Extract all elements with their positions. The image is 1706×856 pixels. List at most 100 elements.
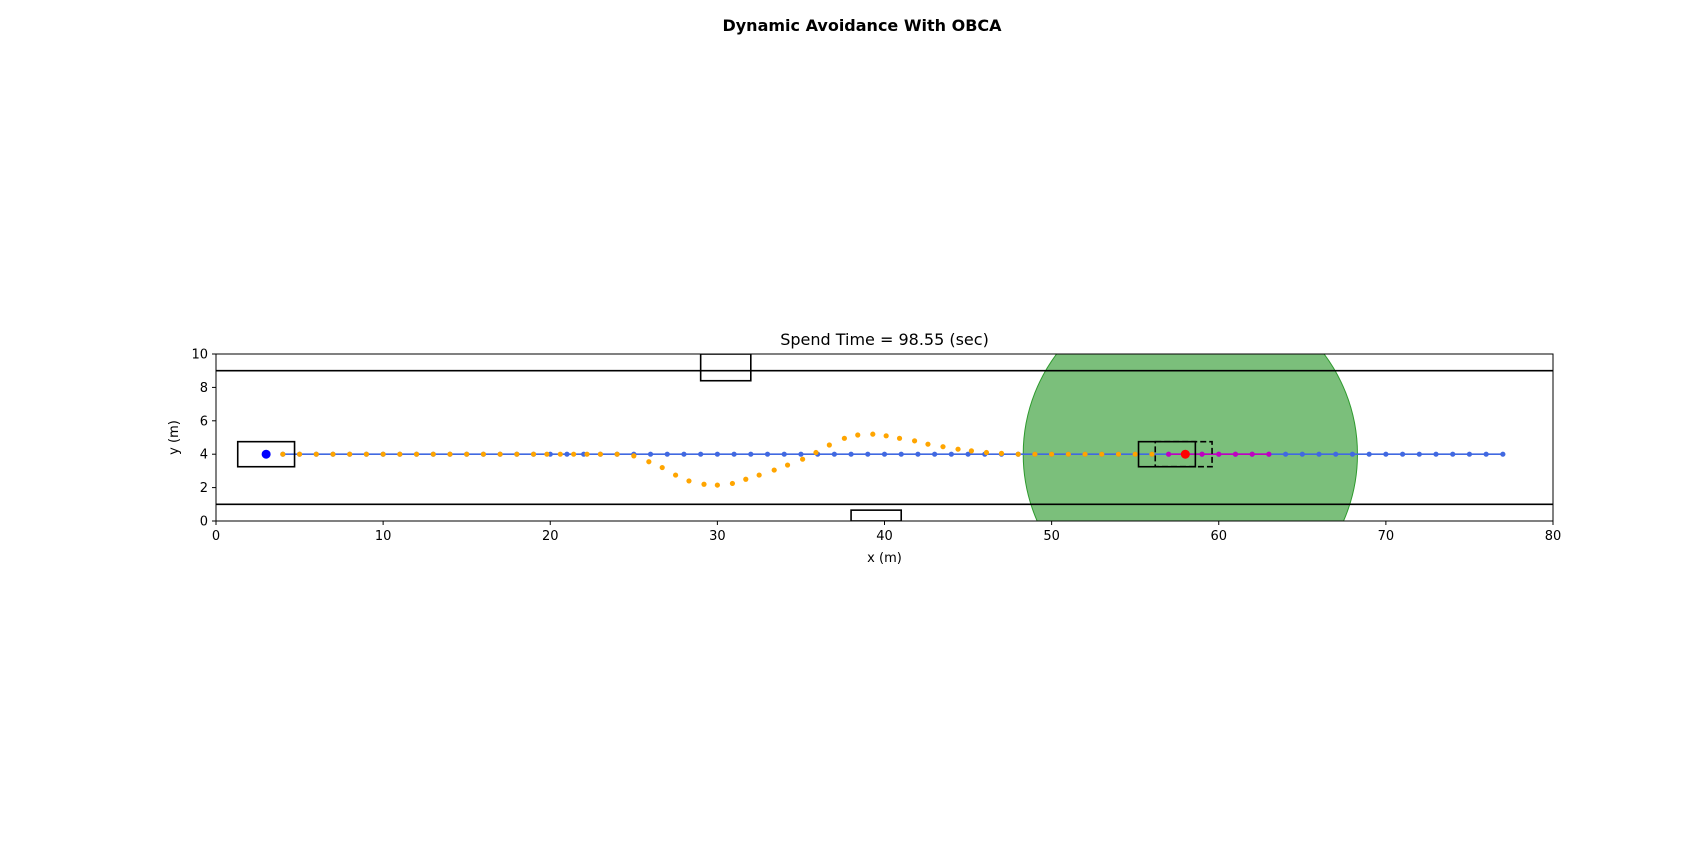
reference-path-point bbox=[865, 451, 871, 457]
avoid-path-point bbox=[940, 444, 946, 450]
avoid-path-point bbox=[896, 435, 903, 441]
ego-point bbox=[1180, 449, 1190, 459]
avoid-path-point bbox=[413, 451, 420, 457]
predicted-horizon-point bbox=[1266, 451, 1272, 457]
avoid-path-point bbox=[1149, 451, 1155, 457]
avoid-path-point bbox=[870, 431, 876, 437]
avoid-path-point bbox=[911, 438, 918, 444]
avoid-path-point bbox=[1065, 451, 1071, 457]
avoid-path-point bbox=[771, 467, 777, 473]
start-vehicle-box bbox=[236, 440, 296, 468]
y-tick-label: 2 bbox=[200, 481, 208, 496]
x-tick-label: 30 bbox=[709, 529, 726, 544]
reference-path-point bbox=[848, 451, 854, 457]
avoid-path-point bbox=[743, 476, 749, 482]
reference-path-point bbox=[1433, 451, 1439, 457]
reference-path-point bbox=[714, 451, 720, 457]
reference-path-point bbox=[647, 451, 654, 457]
predicted-horizon-point bbox=[1216, 451, 1222, 457]
avoid-path-point bbox=[1115, 451, 1122, 457]
avoid-path-point bbox=[464, 451, 470, 457]
x-tick-label: 50 bbox=[1043, 529, 1060, 544]
predicted-vehicle-box bbox=[1154, 440, 1213, 468]
plot-area bbox=[216, 354, 1553, 521]
reference-path-point bbox=[698, 451, 704, 457]
predicted-horizon-point bbox=[1232, 451, 1239, 457]
avoid-path-point bbox=[1032, 451, 1038, 457]
avoid-path-point bbox=[1015, 451, 1021, 457]
x-tick-label: 10 bbox=[375, 529, 392, 544]
reference-path-point bbox=[1316, 451, 1322, 457]
reference-path-point bbox=[1450, 451, 1456, 457]
avoid-path-point bbox=[672, 472, 679, 478]
avoid-path-point bbox=[855, 432, 861, 438]
x-tick-label: 20 bbox=[542, 529, 559, 544]
reference-path-point bbox=[1299, 451, 1305, 457]
avoid-path-point bbox=[430, 451, 436, 457]
static-obstacle-0 bbox=[699, 354, 752, 382]
avoid-path-point bbox=[955, 446, 961, 452]
reference-path-point bbox=[948, 451, 954, 457]
reference-path-point bbox=[1366, 451, 1372, 457]
avoid-path-point bbox=[925, 441, 931, 447]
reference-path-point bbox=[898, 451, 904, 457]
avoid-path-point bbox=[571, 451, 577, 457]
avoid-path-point bbox=[1099, 451, 1105, 457]
avoid-path-point bbox=[701, 481, 707, 487]
avoid-path-point bbox=[631, 453, 637, 459]
axis-ticks: 0 10 20 30 40 50 60 70 80 0 2 4 6 8 10 bbox=[191, 348, 1561, 545]
avoid-path-point bbox=[380, 451, 386, 457]
x-tick-label: 70 bbox=[1378, 529, 1395, 544]
reference-path-point bbox=[1283, 451, 1289, 457]
reference-path-point bbox=[932, 451, 938, 457]
avoid-path-point bbox=[841, 435, 847, 441]
avoid-path-point bbox=[756, 472, 762, 478]
avoid-path-point bbox=[330, 451, 336, 457]
y-tick-label: 6 bbox=[200, 414, 208, 429]
avoid-path-point bbox=[800, 456, 806, 462]
reference-path-point bbox=[1349, 451, 1356, 457]
avoid-path-point bbox=[729, 480, 736, 487]
y-tick-label: 4 bbox=[200, 448, 208, 463]
reference-path-point bbox=[798, 451, 804, 457]
avoid-path-point bbox=[1049, 451, 1055, 457]
x-tick-label: 40 bbox=[876, 529, 893, 544]
predicted-horizon-point bbox=[1166, 451, 1172, 457]
avoid-path-point bbox=[544, 451, 550, 457]
avoid-path-point bbox=[784, 462, 791, 468]
avoid-path-point bbox=[1132, 451, 1138, 457]
reference-path-point bbox=[731, 451, 737, 457]
avoid-path-point bbox=[530, 451, 537, 457]
avoid-path-point bbox=[659, 464, 665, 471]
avoid-path-point bbox=[497, 451, 503, 457]
avoid-path-point bbox=[646, 459, 652, 465]
reference-path-point bbox=[748, 451, 754, 457]
y-axis-label: y (m) bbox=[167, 420, 182, 455]
avoid-path-point bbox=[480, 451, 486, 457]
reference-path-point bbox=[1466, 451, 1473, 457]
avoid-path-point bbox=[998, 450, 1005, 456]
avoid-path-point bbox=[883, 433, 889, 439]
avoid-path-point bbox=[313, 451, 319, 457]
y-tick-label: 0 bbox=[200, 515, 208, 530]
avoid-path-point bbox=[686, 478, 692, 484]
avoid-path-point bbox=[983, 449, 990, 456]
predicted-horizon-point bbox=[1199, 451, 1205, 457]
x-tick-label: 80 bbox=[1545, 529, 1562, 544]
reference-path-point bbox=[764, 451, 771, 457]
avoid-path-point bbox=[714, 482, 720, 488]
x-axis-label: x (m) bbox=[867, 551, 902, 566]
avoid-path-point bbox=[614, 451, 620, 457]
reference-path-point bbox=[1416, 451, 1422, 457]
static-obstacle-1 bbox=[850, 509, 903, 521]
avoid-path-point bbox=[514, 451, 520, 457]
reference-path-point bbox=[781, 451, 787, 457]
x-tick-label: 60 bbox=[1210, 529, 1227, 544]
reference-path-point bbox=[915, 451, 921, 457]
x-tick-label: 0 bbox=[212, 529, 220, 544]
reference-path-point bbox=[1500, 451, 1506, 457]
y-tick-label: 8 bbox=[200, 381, 208, 396]
avoid-path-point bbox=[597, 451, 603, 457]
reference-path-point bbox=[1399, 451, 1406, 457]
